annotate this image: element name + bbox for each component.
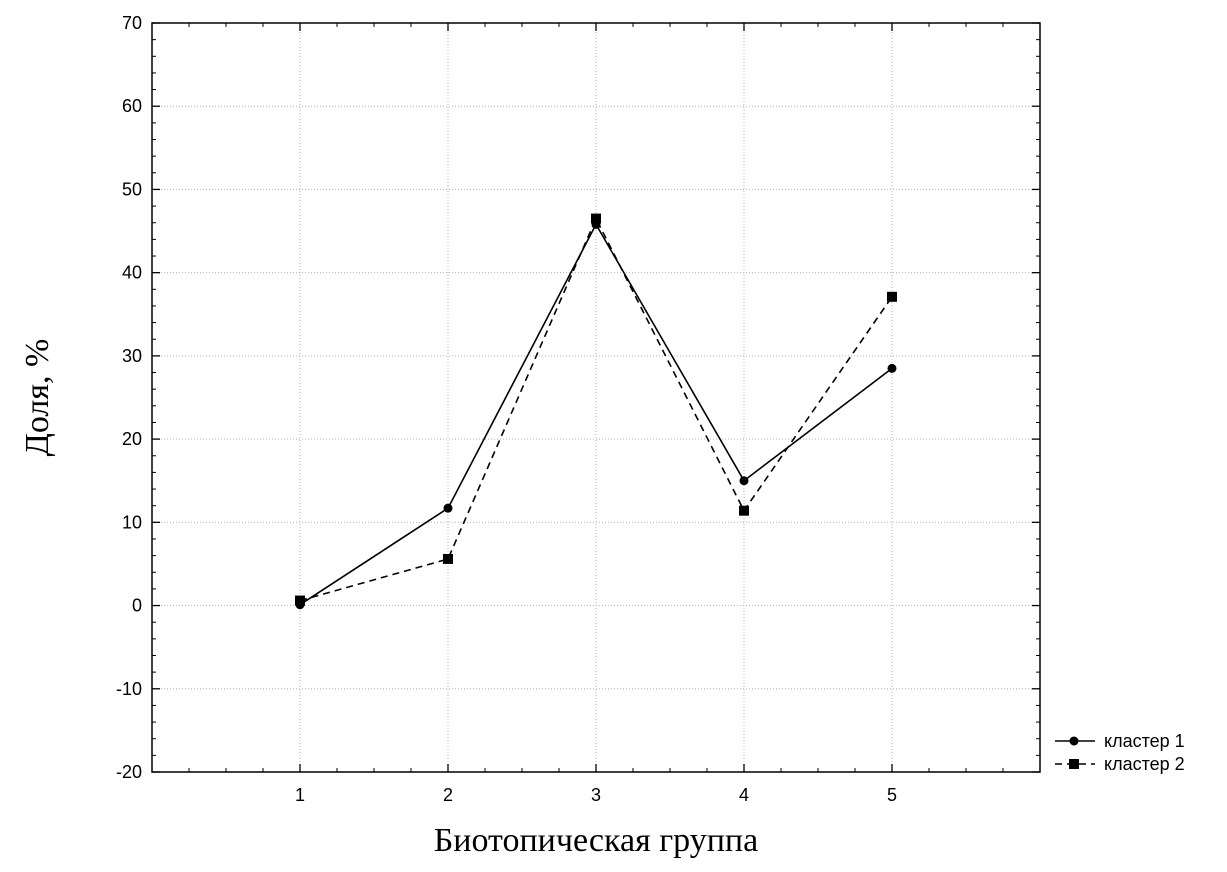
- y-tick-label: 10: [122, 512, 142, 532]
- series-2-point: [591, 213, 601, 224]
- x-tick-label: 1: [295, 785, 305, 805]
- y-axis-title: Доля, %: [19, 339, 56, 457]
- series-2-point: [295, 595, 305, 606]
- y-tick-label: 20: [122, 429, 142, 449]
- x-tick-label: 4: [739, 785, 749, 805]
- y-tick-label: 60: [122, 96, 142, 116]
- minor-ticks: [152, 23, 1040, 772]
- y-tick-label: 40: [122, 263, 142, 283]
- x-axis-ticks: 1 2 3 4 5: [295, 23, 897, 805]
- y-tick-label: 70: [122, 13, 142, 33]
- y-tick-label: 0: [132, 596, 142, 616]
- grid: [152, 23, 1040, 772]
- series-1-point: [443, 503, 453, 513]
- series-2-point: [443, 553, 453, 564]
- legend-marker-1: [1069, 736, 1079, 746]
- series: [295, 213, 897, 610]
- x-tick-label: 2: [443, 785, 453, 805]
- x-axis-title: Биотопическая группа: [434, 822, 758, 859]
- y-tick-label: -20: [116, 762, 142, 782]
- series-1-point: [739, 476, 749, 486]
- legend: кластер 1 кластер 2: [1055, 731, 1185, 774]
- legend-label-1: кластер 1: [1104, 731, 1185, 751]
- series-1-point: [887, 363, 897, 373]
- x-tick-label: 3: [591, 785, 601, 805]
- y-tick-label: 30: [122, 346, 142, 366]
- legend-marker-2: [1069, 759, 1079, 769]
- legend-label-2: кластер 2: [1104, 754, 1185, 774]
- series-2-point: [739, 505, 749, 516]
- series-2-point: [887, 291, 897, 302]
- x-tick-label: 5: [887, 785, 897, 805]
- y-axis-ticks: -20 -10 0 10 20 30 40 50 60 70: [116, 13, 1040, 782]
- y-tick-label: -10: [116, 679, 142, 699]
- series-line-2: [299, 216, 893, 602]
- y-tick-label: 50: [122, 179, 142, 199]
